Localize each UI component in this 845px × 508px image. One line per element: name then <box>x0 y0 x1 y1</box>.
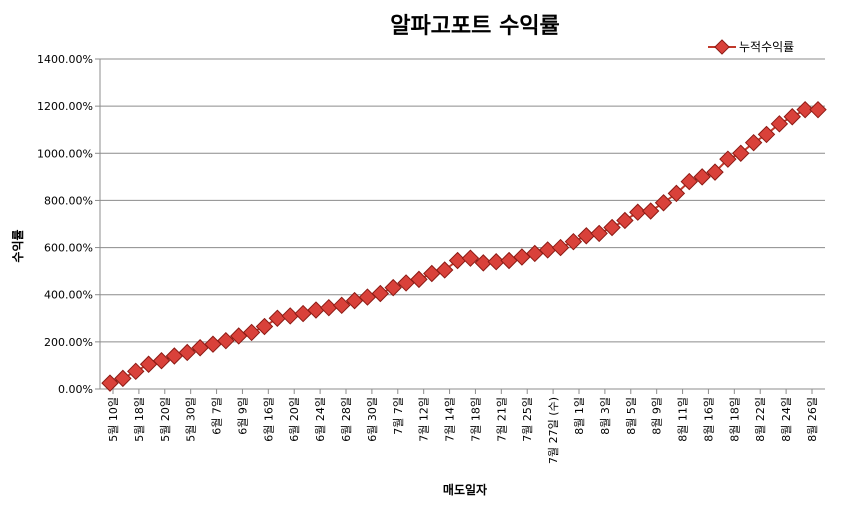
data-point <box>294 304 312 323</box>
data-point <box>333 296 351 315</box>
x-tick-label: 5월 18일 <box>132 397 146 442</box>
data-point <box>500 251 518 270</box>
y-tick-label: 800.00% <box>44 194 93 207</box>
data-point <box>178 343 196 362</box>
data-point <box>732 144 750 162</box>
data-point <box>719 150 737 168</box>
data-point <box>139 355 158 373</box>
data-point <box>371 284 390 303</box>
x-tick-label: 7월 14일 <box>443 397 457 442</box>
data-point <box>487 253 505 271</box>
data-point <box>796 100 814 119</box>
data-point <box>706 163 724 181</box>
x-tick-label: 6월 16일 <box>261 397 275 442</box>
data-point <box>255 317 274 336</box>
data-point <box>474 254 493 272</box>
axes <box>99 59 825 390</box>
x-tick-label: 8월 26일 <box>805 397 819 442</box>
data-point <box>770 115 789 133</box>
y-tick-label: 200.00% <box>44 336 93 349</box>
data-point <box>127 362 145 381</box>
y-tick-label: 1400.00% <box>37 53 93 66</box>
x-tick-label: 6월 20일 <box>287 397 301 442</box>
x-axis-ticks: 5월 10일 5월 18일 5월 20일 5월 30일 6월 7일 6월 9일 6월 16일… <box>106 389 819 464</box>
data-point <box>809 100 827 119</box>
x-tick-label: 8월 11일 <box>676 397 690 442</box>
y-tick-label: 0.00% <box>58 383 93 396</box>
data-point <box>551 238 570 257</box>
data-point <box>629 203 647 221</box>
data-point <box>744 133 763 152</box>
data-point <box>783 108 801 126</box>
data-point <box>641 202 660 220</box>
data-point <box>281 307 299 325</box>
data-point <box>204 335 222 353</box>
data-point <box>448 251 467 270</box>
data-point <box>757 125 776 144</box>
x-tick-label: 8월 16일 <box>701 397 715 442</box>
x-axis-title: 매도일자 <box>443 482 487 497</box>
data-point <box>603 218 621 237</box>
data-point <box>320 298 338 317</box>
x-tick-label: 8월 1일 <box>572 397 586 435</box>
data-point <box>616 211 634 230</box>
data-point <box>667 184 686 203</box>
x-tick-label: 6월 7일 <box>210 397 224 435</box>
legend: 누적수익률 <box>708 39 794 55</box>
y-tick-label: 400.00% <box>44 289 93 302</box>
x-tick-label: 6월 30일 <box>365 397 379 442</box>
data-point <box>513 248 531 266</box>
data-point <box>564 232 583 251</box>
x-tick-label: 5월 10일 <box>106 397 120 442</box>
data-point <box>680 172 698 191</box>
data-point <box>435 261 454 279</box>
x-tick-label: 8월 5일 <box>624 397 638 435</box>
y-tick-label: 1200.00% <box>37 100 93 113</box>
data-point <box>242 323 261 342</box>
x-tick-label: 7월 21일 <box>494 397 508 442</box>
x-tick-label: 5월 20일 <box>158 397 172 442</box>
legend-marker <box>714 39 730 55</box>
data-point <box>654 194 673 212</box>
data-point <box>410 270 428 289</box>
x-tick-label: 7월 12일 <box>417 397 431 442</box>
x-tick-label: 8월 3일 <box>598 397 612 435</box>
x-tick-label: 8월 24일 <box>779 397 793 442</box>
x-tick-label: 8월 18일 <box>727 397 741 442</box>
x-tick-label: 6월 28일 <box>339 397 353 442</box>
data-point <box>268 309 287 327</box>
x-tick-label: 8월 9일 <box>650 397 664 435</box>
data-point <box>307 301 325 319</box>
series-cumulative-return <box>101 100 827 392</box>
y-axis-title: 수익률 <box>11 229 25 262</box>
chart-title: 알파고포트 수익률 <box>390 14 560 39</box>
data-point <box>384 278 402 297</box>
gridlines <box>100 58 825 390</box>
data-point <box>152 352 171 370</box>
y-tick-label: 1000.00% <box>37 147 93 160</box>
x-tick-label: 7월 18일 <box>468 397 482 442</box>
legend-label: 누적수익률 <box>739 40 794 54</box>
data-point <box>217 331 235 350</box>
x-tick-label: 8월 22일 <box>753 397 767 442</box>
data-point <box>590 224 608 243</box>
x-tick-label: 6월 24일 <box>313 397 327 442</box>
data-point <box>538 241 557 259</box>
y-tick-label: 600.00% <box>44 242 93 255</box>
data-point <box>693 168 711 186</box>
x-tick-label: 7월 7일 <box>391 397 405 435</box>
data-point <box>358 288 377 306</box>
data-point <box>101 374 119 392</box>
x-tick-label: 6월 9일 <box>235 397 249 435</box>
y-axis-ticks: 0.00% 200.00% 400.00% 600.00% 800.00% 1000.00… <box>37 53 100 396</box>
data-point <box>114 369 132 388</box>
x-tick-label: 7월 25일 <box>520 397 534 442</box>
x-tick-label: 7월 27일 (수) <box>546 397 560 464</box>
data-point <box>461 249 480 267</box>
x-tick-label: 5월 30일 <box>184 397 198 442</box>
